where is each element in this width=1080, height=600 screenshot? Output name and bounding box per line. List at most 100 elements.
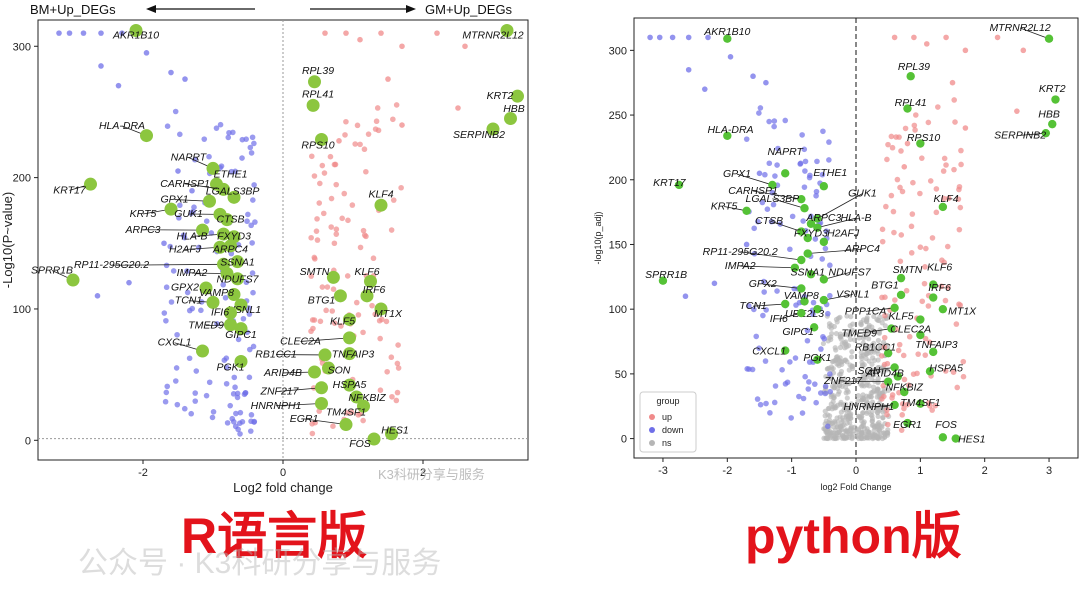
y-tick-label: 200 [13, 173, 31, 185]
ns-point [876, 400, 883, 406]
down-point [763, 307, 769, 313]
gene-point-smtn [896, 273, 906, 283]
up-point [308, 153, 315, 160]
gene-label-irf6: IRF6 [363, 284, 386, 296]
legend: group up down ns [639, 391, 697, 453]
down-point [775, 145, 781, 152]
up-point [390, 116, 396, 123]
up-point [360, 417, 366, 424]
ns-point [871, 372, 877, 378]
gene-point-rpl41 [306, 98, 320, 112]
ns-point [867, 434, 873, 440]
down-point [226, 129, 232, 136]
gene-label-tmed9: TMED9 [841, 327, 877, 339]
up-point [938, 283, 945, 290]
gene-point-son [322, 361, 335, 375]
up-point [311, 173, 318, 179]
up-point [398, 184, 404, 191]
down-point [248, 418, 254, 425]
down-point [230, 391, 237, 397]
gene-label-rpl39: RPL39 [898, 61, 930, 73]
up-point [327, 153, 334, 160]
up-point [927, 403, 933, 409]
up-point [910, 371, 917, 377]
x-tick-label: 2 [420, 467, 426, 479]
gene-point-krt5 [164, 202, 178, 216]
ns-point [851, 427, 857, 434]
up-point [932, 402, 939, 409]
up-point [951, 166, 957, 173]
up-point [374, 105, 381, 111]
gene-label-pgk1: PGK1 [803, 352, 831, 364]
down-point [784, 379, 791, 386]
down-point [246, 374, 253, 381]
ns-point [823, 373, 829, 380]
up-point [895, 347, 902, 354]
gene-point-fxyd3 [803, 233, 812, 243]
gene-point-ssna1 [806, 270, 816, 279]
ns-point [848, 401, 854, 407]
down-point [751, 225, 757, 232]
ns-point [885, 387, 891, 393]
gene-point-hes1 [385, 427, 398, 441]
ns-point [843, 390, 849, 396]
up-point [345, 217, 351, 224]
down-point [224, 420, 231, 426]
x-axis-label: Log2 fold change [233, 480, 333, 495]
ns-point [858, 431, 864, 437]
label-leader-line [823, 294, 853, 301]
ns-point [864, 410, 870, 416]
down-point [806, 359, 813, 365]
up-point [879, 294, 885, 301]
down-point [248, 150, 255, 156]
down-point [771, 118, 778, 124]
gene-label-gipc1: GIPC1 [225, 329, 257, 341]
ns-point [863, 346, 869, 353]
gene-point-mtrnr2l12 [500, 24, 514, 38]
down-point [751, 306, 757, 313]
gene-label-serpinb2: SERPINB2 [994, 129, 1046, 141]
ns-point [847, 323, 853, 329]
up-point [384, 368, 390, 375]
legend-title: group [656, 396, 679, 406]
watermark-large: 公众号 · K3科研分享与服务 [78, 547, 442, 580]
x-tick-label: 1 [917, 465, 923, 477]
up-point [361, 146, 368, 153]
up-point [891, 229, 897, 236]
down-point [223, 380, 230, 387]
up-point [348, 409, 355, 416]
ns-point [833, 331, 840, 337]
ns-point [846, 332, 852, 338]
up-point [904, 401, 911, 408]
gene-point-gpx1 [768, 180, 777, 190]
up-point [360, 227, 367, 234]
gene-point-znf217 [315, 381, 328, 395]
gene-label-hbb: HBB [503, 103, 525, 115]
ns-point [844, 395, 850, 401]
up-point [952, 119, 958, 125]
up-point [399, 43, 405, 50]
gene-point-ctsb [220, 213, 234, 227]
down-point [163, 317, 169, 324]
gene-label-rb1cc1: RB1CC1 [255, 349, 296, 361]
r-volcano-plot: -2 0 2 0 100 200 300 Log2 fold change -Log10(P~v… [0, 2, 529, 495]
header-left-label: BM+Up_DEGs [30, 2, 116, 17]
ns-point [874, 389, 880, 395]
gene-point-klf4 [938, 202, 948, 212]
up-point [944, 243, 951, 250]
gene-point-gipc1 [234, 322, 248, 336]
down-point [161, 310, 168, 316]
ns-point [838, 377, 845, 383]
y-tick-label: 300 [13, 41, 31, 53]
gene-point-vsnl1 [234, 298, 248, 312]
gene-point-akr1b10 [723, 34, 732, 43]
gene-label-egr1: EGR1 [290, 413, 319, 425]
gene-point-hbb [1048, 119, 1057, 129]
x-axis-label: log2 Fold Change [820, 482, 891, 492]
gene-label-nfkbiz: NFKBIZ [348, 392, 386, 404]
up-point [956, 301, 962, 307]
up-point [462, 43, 468, 50]
down-point [232, 384, 238, 391]
up-point [331, 240, 338, 247]
gene-point-znf217 [883, 377, 893, 386]
